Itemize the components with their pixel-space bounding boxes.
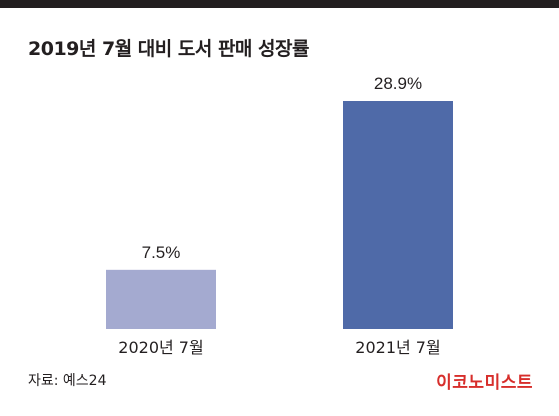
- source-note: 자료: 예스24: [28, 373, 107, 389]
- bar-2: [343, 101, 453, 329]
- publisher-logo: 이코노미스트: [436, 373, 533, 393]
- chart-title: 2019년 7월 대비 도서 판매 성장률: [28, 38, 309, 60]
- bar-value-label-2: 28.9%: [374, 74, 422, 93]
- top-rule: [0, 0, 559, 8]
- category-label-1: 2020년 7월: [118, 338, 203, 357]
- bar-1: [106, 269, 216, 329]
- bar-value-label-1: 7.5%: [142, 243, 181, 262]
- category-label-2: 2021년 7월: [355, 338, 440, 357]
